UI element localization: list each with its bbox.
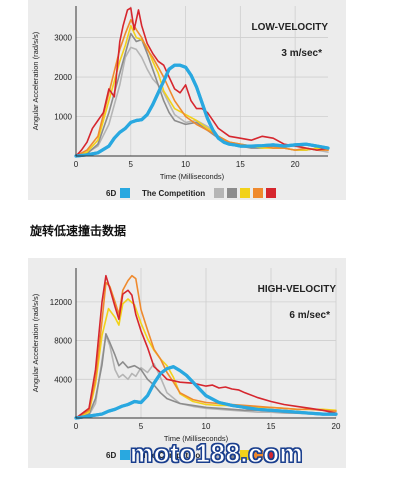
x-tick-label-2: 10	[202, 422, 211, 431]
series-line-competition-5	[75, 274, 337, 419]
x-tick-label-1: 5	[129, 160, 134, 169]
x-tick-label-1: 5	[139, 422, 144, 431]
low-velocity-chart-panel: 0 5 10 15 20 1000 2000 3000 Time (Milliseconds) A…	[28, 0, 346, 200]
legend-swatch-competition-1	[214, 450, 224, 460]
y-tick-label-0: 1000	[54, 113, 72, 122]
y-tick-label-1: 8000	[54, 337, 72, 346]
series-line-6d-top	[74, 365, 338, 420]
x-tick-label-3: 15	[267, 422, 276, 431]
chart-title: HIGH-VELOCITY	[258, 284, 337, 295]
legend-swatch-6d	[120, 450, 130, 460]
x-tick-label-3: 15	[236, 160, 245, 169]
y-tick-label-2: 3000	[54, 34, 72, 43]
y-axis-label: Angular Acceleration (rad/s/s)	[31, 293, 40, 392]
x-tick-label-0: 0	[74, 422, 79, 431]
series-line-6d	[74, 63, 330, 158]
legend-swatch-competition-5	[266, 450, 276, 460]
legend-swatch-competition-5	[266, 188, 276, 198]
chart-caption: 旋转低速撞击数据	[30, 224, 127, 238]
chart-title: LOW-VELOCITY	[252, 22, 329, 33]
legend-label-6d: 6D	[106, 451, 116, 460]
high-velocity-chart: 0 5 10 15 20 4000 8000 12000 Time (Milliseconds)…	[31, 268, 341, 460]
y-axis-label: Angular Acceleration (rad/s/s)	[31, 31, 40, 130]
legend-swatch-6d	[120, 188, 130, 198]
legend-label-6d: 6D	[106, 189, 116, 198]
legend-swatch-competition-4	[253, 188, 263, 198]
x-axis-label: Time (Milliseconds)	[164, 434, 229, 443]
series-line-competition-5	[75, 7, 329, 157]
legend-swatch-competition-3	[240, 188, 250, 198]
low-velocity-chart: 0 5 10 15 20 1000 2000 3000 Time (Milliseconds) A…	[31, 6, 330, 198]
y-tick-label-1: 2000	[54, 73, 72, 82]
x-tick-label-4: 20	[332, 422, 341, 431]
x-tick-label-0: 0	[74, 160, 79, 169]
high-velocity-chart-panel: 0 5 10 15 20 4000 8000 12000 Time (Milliseconds)…	[28, 258, 346, 468]
y-tick-label-0: 4000	[54, 375, 72, 384]
legend-swatch-competition-2	[227, 188, 237, 198]
legend-swatch-competition-2	[227, 450, 237, 460]
legend-swatch-competition-1	[214, 188, 224, 198]
series-line-competition-4	[75, 19, 329, 157]
series-line-6d-top	[74, 63, 330, 158]
legend-swatch-competition-4	[253, 450, 263, 460]
x-tick-label-2: 10	[181, 160, 190, 169]
site-watermark: moto188.com	[129, 438, 304, 469]
legend-swatch-competition-3	[240, 450, 250, 460]
chart-subtitle: 3 m/sec*	[281, 48, 322, 59]
x-tick-label-4: 20	[291, 160, 300, 169]
x-axis-label: Time (Milliseconds)	[160, 172, 225, 181]
legend-label-competition: The Competition	[142, 189, 205, 198]
chart-subtitle: 6 m/sec*	[289, 310, 330, 321]
legend-label-competition: The Competition	[142, 451, 205, 460]
y-tick-label-2: 12000	[50, 298, 73, 307]
